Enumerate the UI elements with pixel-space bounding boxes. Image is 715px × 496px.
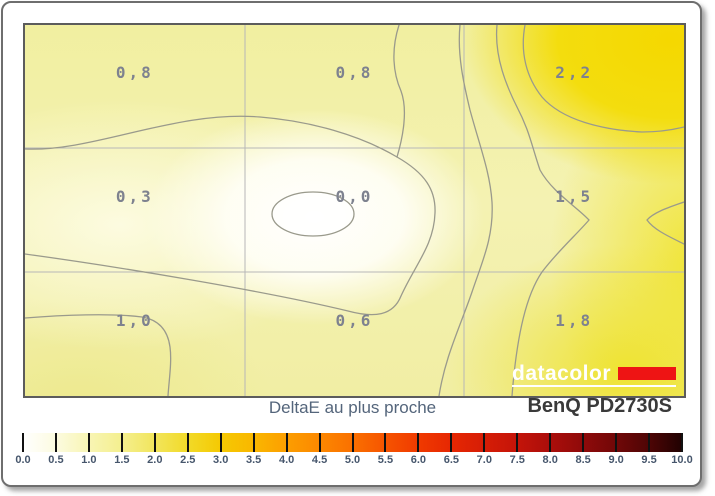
contour-line-1p5-mid: [495, 25, 590, 396]
colorbar-tick-label-6.5: 6.5: [443, 454, 459, 466]
colorbar-tick-label-1.5: 1.5: [114, 454, 130, 466]
colorbar-tick-7.0: [483, 433, 486, 452]
colorbar-tick-label-2.5: 2.5: [180, 454, 196, 466]
value-label-r3-c2: 0,6: [335, 310, 374, 330]
colorbar-tick-5.5: [384, 433, 387, 452]
colorbar-tick-6.5: [450, 433, 453, 452]
colorbar-tick-label-5.0: 5.0: [344, 454, 361, 466]
colorbar-tick-labels: 0.0 0.5 1.0 1.5 2.0 2.5 3.0 3.5 4.0 4.5 5.0 5.5 6.0 6…: [15, 454, 692, 468]
colorbar-tick-0.0: [22, 433, 24, 452]
grid-lines: [25, 25, 684, 396]
colorbar-tick-9.5: [648, 433, 651, 452]
contour-plot: 0,8 0,8 2,2 0,3 0,0 1,5 1,0 0,6 1,8 datacolor: [23, 23, 686, 398]
colorbar-tick-label-3.0: 3.0: [213, 454, 229, 466]
colorbar-tick-label-0.0: 0.0: [15, 454, 31, 466]
contour-line-1p0-bottomleft: [25, 314, 172, 396]
colorbar-tick-label-4.0: 4.0: [278, 454, 295, 466]
colorbar-tick-label-8.5: 8.5: [575, 454, 591, 466]
colorbar-tick-label-7.0: 7.0: [476, 454, 492, 466]
colorbar-tick-7.5: [516, 433, 519, 452]
colorbar-tick-4.0: [285, 433, 288, 452]
contour-isolines: [25, 25, 684, 396]
value-label-r2-c1: 0,3: [115, 186, 154, 206]
colorbar-tick-9.0: [615, 433, 618, 452]
colorbar-tick-label-10.0: 10.0: [671, 454, 693, 466]
colorbar-tick-label-8.0: 8.0: [542, 454, 558, 466]
colorbar-tick-label-1.0: 1.0: [81, 454, 97, 466]
device-name: BenQ PD2730S: [527, 395, 672, 417]
colorbar-tick-label-4.5: 4.5: [311, 454, 328, 466]
value-label-r1-c1: 0,8: [115, 63, 154, 83]
contour-ellipse-center-min: [271, 191, 355, 237]
colorbar-tick-label-5.5: 5.5: [377, 454, 394, 466]
colorbar-tick-label-2.0: 2.0: [147, 454, 163, 466]
colorbar-tick-8.5: [582, 433, 585, 452]
value-label-r3-c3: 1,8: [555, 310, 594, 330]
colorbar-tick-label-6.0: 6.0: [410, 454, 427, 466]
contour-line-1p5-right-arc: [646, 201, 684, 245]
value-label-r2-c3: 1,5: [555, 186, 594, 206]
colorbar-tick-label-3.5: 3.5: [245, 454, 262, 466]
datacolor-logo: datacolor: [512, 362, 677, 387]
contour-lines-layer: [25, 25, 684, 396]
colorbar-tick-3.5: [252, 433, 255, 452]
datacolor-logo-red-bar: [618, 367, 677, 380]
value-label-r3-c1: 1,0: [115, 310, 154, 330]
datacolor-logo-text: datacolor: [512, 362, 612, 385]
heatmap-surface: [25, 25, 684, 396]
contour-line-branch-top: [393, 25, 406, 158]
colorbar-tick-label-9.5: 9.5: [641, 454, 657, 466]
colorbar-tick-4.5: [318, 433, 321, 452]
contour-line-0p5: [25, 115, 436, 316]
contour-line-2p0-topright: [522, 25, 684, 133]
colorbar-tick-2.5: [186, 433, 189, 452]
colorbar-tick-1.0: [87, 433, 90, 452]
contour-line-1p0-mid: [438, 25, 493, 396]
chart-frame: 0,8 0,8 2,2 0,3 0,0 1,5 1,0 0,6 1,8 datacolor De…: [1, 1, 702, 487]
colorbar-tick-3.0: [219, 433, 222, 452]
colorbar-title: DeltaE au plus proche: [268, 398, 437, 417]
colorbar-tick-6.0: [417, 433, 420, 452]
colorbar-tick-2.0: [153, 433, 156, 452]
colorbar-tick-8.0: [549, 433, 552, 452]
colorbar-gradient: [22, 433, 683, 452]
value-label-r1-c3: 2,2: [555, 63, 594, 83]
colorbar-tick-0.5: [54, 433, 57, 452]
value-label-r2-c2: 0,0: [335, 186, 374, 206]
colorbar-tick-label-0.5: 0.5: [48, 454, 64, 466]
colorbar-tick-label-7.5: 7.5: [509, 454, 525, 466]
value-label-r1-c2: 0,8: [335, 63, 374, 83]
colorbar-tick-label-9.0: 9.0: [608, 454, 624, 466]
colorbar-tick-10.0: [681, 433, 683, 452]
value-labels: 0,8 0,8 2,2 0,3 0,0 1,5 1,0 0,6 1,8: [25, 25, 684, 396]
colorbar-tick-1.5: [120, 433, 123, 452]
colorbar-tick-5.0: [351, 433, 354, 452]
